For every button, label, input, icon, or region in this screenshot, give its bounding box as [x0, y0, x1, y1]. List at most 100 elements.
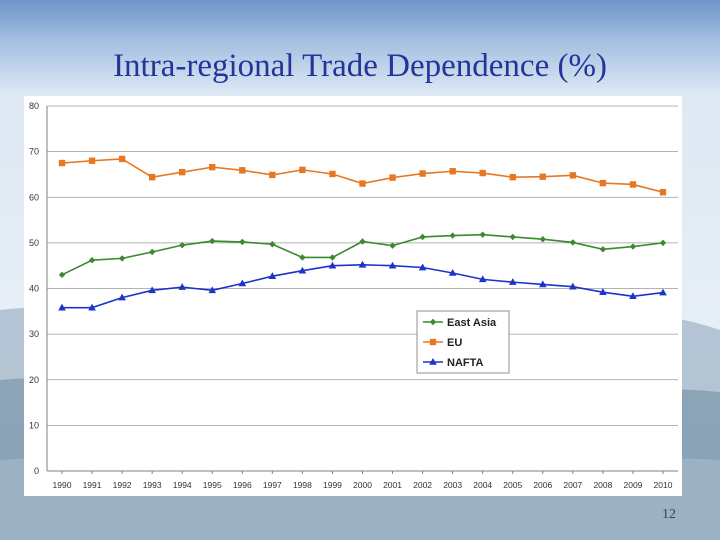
y-tick-label: 30: [29, 329, 39, 339]
data-point-nafta: [58, 303, 66, 311]
x-tick-label: 2005: [503, 480, 522, 490]
y-tick-label: 20: [29, 375, 39, 385]
x-tick-label: 1993: [143, 480, 162, 490]
data-point-nafta: [448, 268, 457, 276]
x-tick-label: 2004: [473, 480, 492, 490]
data-point-nafta: [148, 286, 156, 294]
data-point-eu: [148, 173, 156, 181]
data-point-nafta: [569, 282, 577, 290]
legend-marker-east-asia: [429, 318, 437, 326]
x-tick-label: 2006: [533, 480, 552, 490]
data-point-east-asia: [359, 238, 366, 245]
data-point-eu: [539, 173, 546, 180]
data-point-eu: [58, 159, 66, 167]
x-tick-label: 1992: [113, 480, 132, 490]
data-point-eu: [419, 170, 426, 177]
x-tick-label: 1999: [323, 480, 342, 490]
legend-marker-eu: [429, 338, 437, 346]
x-tick-label: 1996: [233, 480, 252, 490]
y-tick-label: 70: [29, 147, 39, 157]
data-point-east-asia: [209, 237, 216, 245]
data-point-eu: [329, 170, 336, 178]
x-tick-label: 1998: [293, 480, 312, 490]
data-point-nafta: [238, 279, 247, 287]
data-point-nafta: [178, 283, 186, 290]
data-point-east-asia: [269, 241, 276, 248]
data-point-east-asia: [329, 254, 336, 261]
data-point-eu: [389, 174, 396, 181]
legend-label-east-asia: East Asia: [447, 317, 497, 329]
y-tick-label: 80: [29, 101, 39, 111]
slide-title: Intra-regional Trade Dependence (%): [113, 48, 607, 84]
line-chart: 0 10 20 30 40 50 60 70 80 1990 1991 1992 1993 1994 199…: [29, 101, 678, 490]
data-point-eu: [239, 167, 246, 174]
data-point-eu: [629, 181, 637, 188]
data-point-nafta: [298, 266, 307, 274]
data-point-east-asia: [299, 254, 306, 261]
x-tick-label: 1995: [203, 480, 222, 490]
data-point-east-asia: [599, 246, 607, 253]
data-point-eu: [659, 189, 667, 196]
y-tick-label: 50: [29, 238, 39, 248]
data-point-nafta: [659, 288, 667, 296]
data-point-eu: [269, 171, 276, 179]
data-point-nafta: [328, 261, 337, 269]
x-tick-label: 2000: [353, 480, 372, 490]
x-tick-label: 1991: [83, 480, 102, 490]
y-tick-label: 40: [29, 284, 39, 294]
x-tick-label: 2010: [654, 480, 673, 490]
chart-panel: 0 10 20 30 40 50 60 70 80 1990 1991 1992 1993 1994 199…: [24, 96, 682, 496]
x-tick-label: 1997: [263, 480, 282, 490]
x-tick-label: 2009: [623, 480, 642, 490]
data-point-east-asia: [179, 241, 186, 249]
data-point-east-asia: [58, 271, 66, 279]
data-point-eu: [449, 168, 456, 175]
data-point-nafta: [629, 292, 637, 300]
x-tick-label: 2002: [413, 480, 432, 490]
y-tick-label: 10: [29, 420, 39, 430]
data-point-nafta: [88, 303, 96, 311]
data-point-eu: [509, 173, 516, 181]
data-point-nafta: [388, 261, 397, 269]
data-point-nafta: [539, 280, 547, 288]
data-point-eu: [179, 168, 186, 176]
slide-number: 12: [662, 507, 676, 522]
data-point-eu: [299, 166, 306, 174]
data-point-east-asia: [239, 238, 246, 246]
x-tick-label: 2003: [443, 480, 462, 490]
data-point-nafta: [478, 275, 487, 283]
data-point-east-asia: [118, 255, 126, 262]
data-point-eu: [359, 180, 366, 187]
data-point-nafta: [208, 286, 217, 294]
x-tick-label: 2007: [563, 480, 582, 490]
data-point-east-asia: [419, 233, 426, 241]
data-point-eu: [479, 169, 486, 177]
data-point-east-asia: [449, 232, 456, 239]
x-tick-label: 2008: [593, 480, 612, 490]
data-point-east-asia: [659, 239, 667, 247]
data-point-nafta: [508, 278, 517, 285]
data-point-eu: [569, 172, 577, 179]
data-point-east-asia: [88, 257, 96, 264]
legend-label-nafta: NAFTA: [447, 357, 484, 369]
data-point-east-asia: [148, 248, 156, 256]
legend-label-eu: EU: [447, 337, 462, 349]
data-point-east-asia: [539, 236, 546, 243]
x-tick-label: 1994: [173, 480, 192, 490]
data-point-eu: [209, 163, 216, 171]
legend-marker-nafta: [429, 358, 437, 365]
data-point-nafta: [118, 293, 126, 301]
y-tick-label: 0: [34, 466, 39, 476]
data-point-nafta: [268, 272, 277, 279]
data-point-east-asia: [389, 242, 396, 249]
data-point-nafta: [358, 260, 367, 268]
data-point-eu: [118, 155, 126, 163]
y-tick-label: 60: [29, 192, 39, 202]
data-point-east-asia: [509, 233, 516, 241]
data-point-east-asia: [479, 231, 486, 238]
data-point-nafta: [418, 263, 427, 271]
data-point-nafta: [599, 288, 607, 295]
data-point-east-asia: [629, 243, 637, 250]
data-point-eu: [88, 157, 96, 164]
x-tick-label: 2001: [383, 480, 402, 490]
